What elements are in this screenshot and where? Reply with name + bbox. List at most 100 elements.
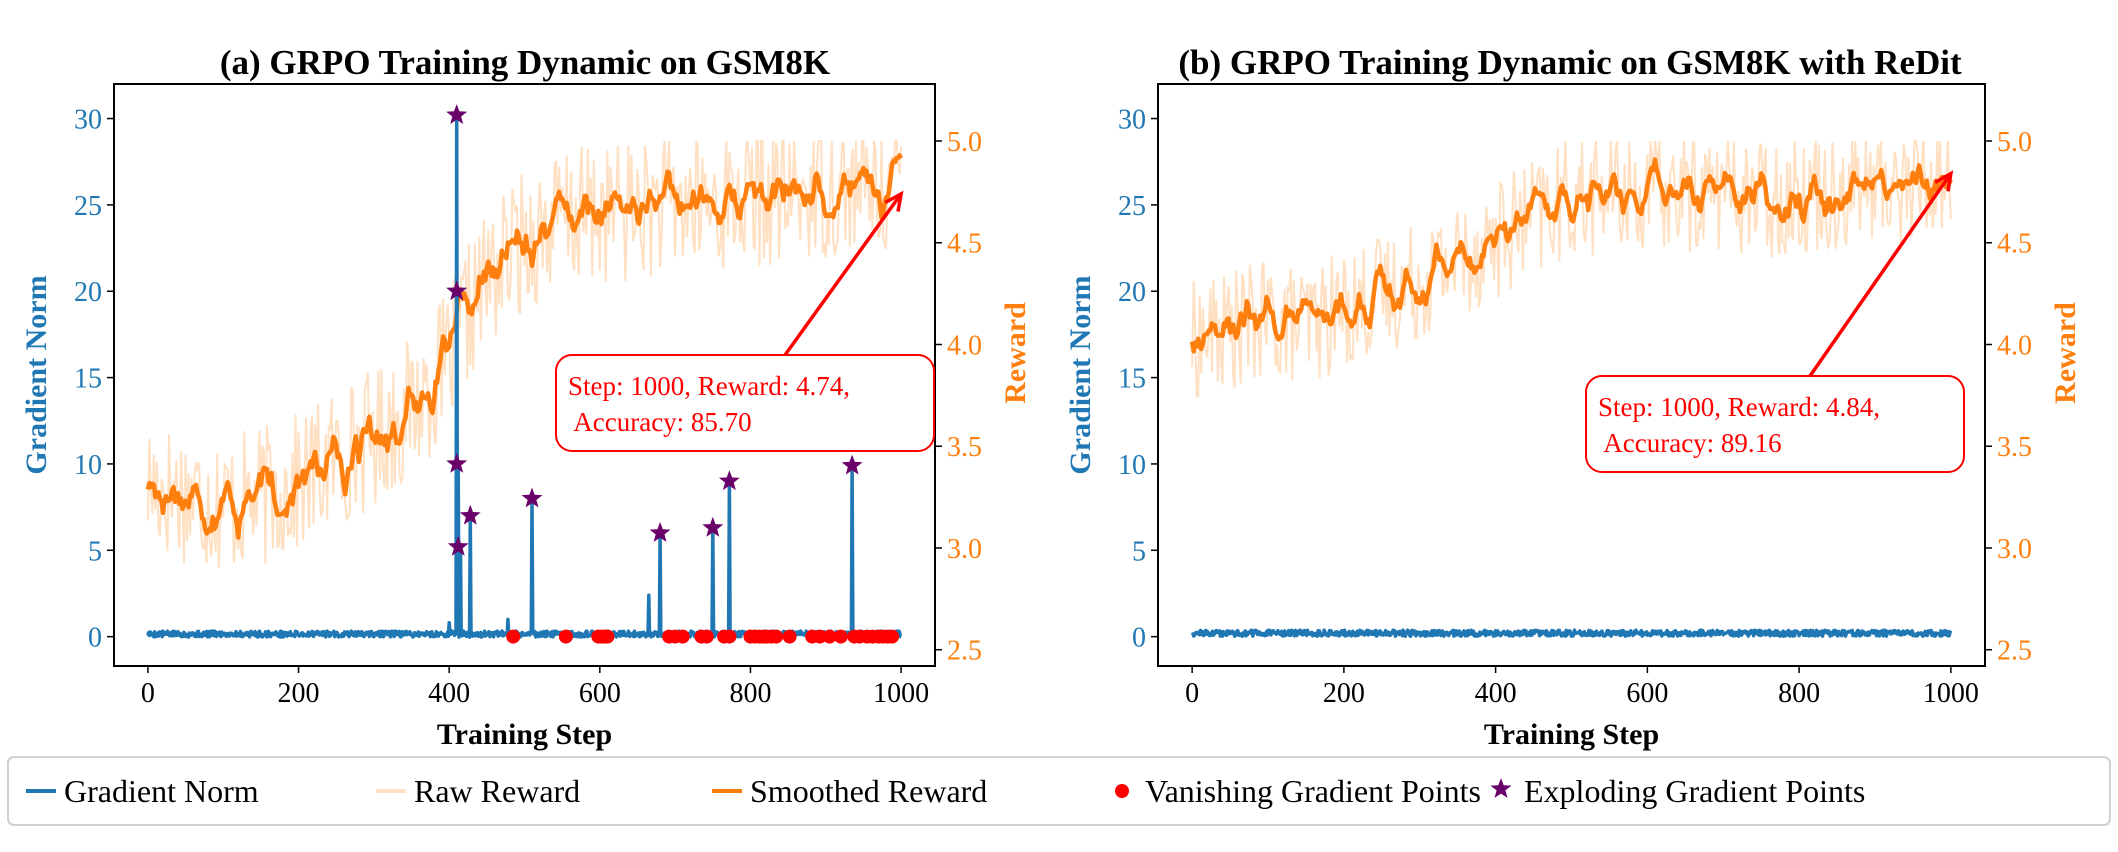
panel-b-right-axis-label: Reward — [2049, 302, 2082, 404]
panel-a-left-ticks: 0 5 10 15 20 25 30 — [74, 105, 114, 654]
legend-label: Exploding Gradient Points — [1524, 773, 1865, 809]
right-tick-label: 5.0 — [1997, 127, 2032, 158]
legend-star-swatch — [1490, 778, 1512, 798]
left-tick-label: 0 — [1132, 623, 1146, 654]
panel-b-right-ticks: 2.5 3.0 3.5 4.0 4.5 5.0 — [1985, 127, 2032, 667]
x-tick-label: 400 — [428, 678, 470, 709]
panel-a-annotation: Step: 1000, Reward: 4.74, Accuracy: 85.7… — [555, 190, 935, 452]
panel-b-annotation-arrow — [1808, 172, 1953, 377]
legend-label: Vanishing Gradient Points — [1145, 773, 1481, 809]
panel-a-annotation-line1: Step: 1000, Reward: 4.74, — [568, 371, 850, 401]
raw-reward-line — [146, 140, 903, 568]
panel-a-plot-area — [145, 104, 904, 644]
exploding-gradient-point — [702, 516, 724, 537]
panel-b-annotation-arrowhead — [1934, 170, 1954, 192]
legend-item: Gradient Norm — [26, 773, 259, 809]
panel-a-x-label: Training Step — [437, 718, 612, 751]
left-tick-label: 10 — [1118, 450, 1146, 481]
exploding-gradient-point — [446, 280, 468, 301]
panel-b-annotation-line2: Accuracy: 89.16 — [1598, 428, 1782, 458]
panel-a-annotation-box — [555, 354, 935, 452]
panel-b-x-label: Training Step — [1484, 718, 1659, 751]
raw-reward-line — [1191, 140, 1952, 398]
smoothed-reward-line — [1189, 157, 1953, 354]
vanishing-gradient-point — [675, 629, 690, 644]
left-tick-label: 15 — [1118, 364, 1146, 395]
panel-a: (a) GRPO Training Dynamic on GSM8K 0 20 0 4… — [20, 43, 1032, 751]
panel-b-x-ticks: 0 200 400 600 800 1000 — [1185, 666, 1979, 709]
left-tick-label: 5 — [88, 536, 102, 567]
panel-b-plot-area — [1189, 140, 1953, 638]
legend: Gradient Norm Raw Reward Smoothed Reward Va… — [7, 756, 2111, 826]
panel-b-left-axis-label: Gradient Norm — [1064, 275, 1097, 474]
panel-a-annotation-arrowhead — [884, 190, 904, 212]
x-tick-label: 0 — [141, 678, 155, 709]
panel-a-x-ticks: 0 200 400 600 800 1000 — [141, 666, 929, 709]
exploding-gradient-point — [447, 535, 469, 556]
legend-label: Raw Reward — [414, 773, 580, 809]
legend-item: Vanishing Gradient Points — [1115, 773, 1481, 809]
left-tick-label: 25 — [74, 191, 102, 222]
panel-b-title: (b) GRPO Training Dynamic on GSM8K with … — [1178, 43, 1962, 82]
right-tick-label: 4.0 — [1997, 330, 2032, 361]
right-tick-label: 3.5 — [947, 432, 982, 463]
vanishing-gradient-point — [558, 629, 573, 644]
exploding-gradient-point — [718, 470, 740, 491]
panel-a-right-ticks: 2.5 3.0 3.5 4.0 4.5 5.0 — [935, 127, 982, 667]
left-tick-label: 0 — [88, 623, 102, 654]
left-tick-label: 15 — [74, 364, 102, 395]
x-tick-label: 400 — [1475, 678, 1517, 709]
legend-item: Raw Reward — [376, 773, 580, 809]
exploding-gradient-point — [841, 454, 863, 475]
right-tick-label: 3.5 — [1997, 432, 2032, 463]
x-tick-label: 1000 — [873, 678, 929, 709]
legend-item: Smoothed Reward — [712, 773, 987, 809]
vanishing-gradient-point — [699, 629, 714, 644]
x-tick-label: 600 — [579, 678, 621, 709]
left-tick-label: 30 — [74, 105, 102, 136]
legend-label: Gradient Norm — [64, 773, 259, 809]
exploding-gradient-point — [521, 487, 543, 508]
right-tick-label: 2.5 — [947, 636, 982, 667]
x-tick-label: 0 — [1185, 678, 1199, 709]
legend-frame — [7, 756, 2111, 826]
x-tick-label: 800 — [729, 678, 771, 709]
panel-b-annotation: Step: 1000, Reward: 4.84, Accuracy: 89.1… — [1585, 170, 1965, 473]
vanishing-gradient-point — [782, 629, 797, 644]
vanishing-gradient-point — [885, 629, 900, 644]
right-tick-label: 3.0 — [947, 534, 982, 565]
right-tick-label: 5.0 — [947, 127, 982, 158]
exploding-gradient-point — [459, 504, 481, 525]
right-tick-label: 4.5 — [947, 229, 982, 260]
panel-b-frame — [1157, 83, 1986, 667]
x-tick-label: 600 — [1626, 678, 1668, 709]
legend-label: Smoothed Reward — [750, 773, 987, 809]
panel-a-annotation-arrow — [783, 192, 903, 357]
left-tick-label: 10 — [74, 450, 102, 481]
left-tick-label: 25 — [1118, 191, 1146, 222]
legend-circle-swatch — [1115, 784, 1129, 798]
right-tick-label: 3.0 — [1997, 534, 2032, 565]
exploding-gradient-point — [446, 452, 468, 473]
x-tick-label: 1000 — [1923, 678, 1979, 709]
right-tick-label: 2.5 — [1997, 636, 2032, 667]
vanishing-gradient-point — [822, 629, 837, 644]
left-tick-label: 20 — [74, 277, 102, 308]
vanishing-gradient-point — [506, 629, 521, 644]
panel-b-annotation-box — [1585, 375, 1965, 473]
smoothed-reward-line — [145, 153, 904, 540]
gradient-norm-line — [1190, 628, 1953, 638]
panel-a-left-axis-label: Gradient Norm — [20, 275, 53, 474]
left-tick-label: 30 — [1118, 105, 1146, 136]
panel-a-annotation-line2: Accuracy: 85.70 — [568, 407, 752, 437]
legend-item: Exploding Gradient Points — [1490, 773, 1865, 809]
left-tick-label: 5 — [1132, 536, 1146, 567]
x-tick-label: 800 — [1778, 678, 1820, 709]
panel-a-title: (a) GRPO Training Dynamic on GSM8K — [220, 43, 830, 82]
x-tick-label: 200 — [1323, 678, 1365, 709]
exploding-gradient-point — [446, 104, 468, 124]
vanishing-gradient-point — [600, 629, 615, 644]
vanishing-gradient-point — [769, 629, 784, 644]
vanishing-gradient-point — [812, 629, 827, 644]
